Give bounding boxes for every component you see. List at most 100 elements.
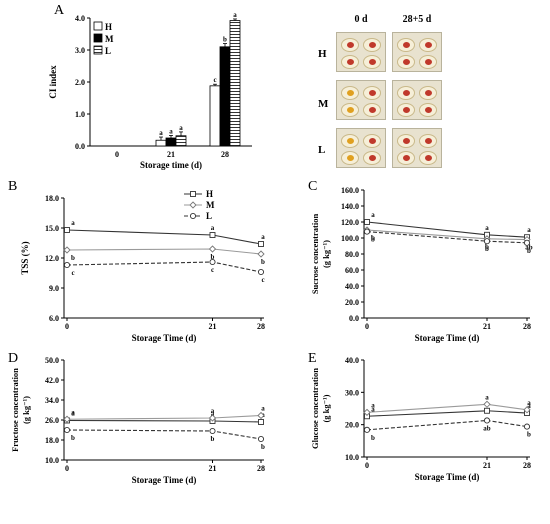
fruit-half xyxy=(419,55,437,69)
chart-b-sig-letter: b xyxy=(211,253,215,261)
fruit-photo xyxy=(336,32,386,72)
chart-b-sig-letter: b xyxy=(261,258,265,266)
chart-a-legend-label: M xyxy=(105,34,114,44)
chart-b-x-tick-label: 0 xyxy=(65,322,69,331)
chart-d-sig-letter: b xyxy=(71,434,75,442)
fruit-pit xyxy=(347,107,354,113)
chart-a-bar-m xyxy=(219,46,231,147)
chart-e-x-tick-label: 28 xyxy=(523,461,531,470)
chart-e-line-l xyxy=(366,419,528,431)
chart-d-x-tick-label: 0 xyxy=(65,464,69,473)
fruit-photo xyxy=(336,128,386,168)
chart-b-marker-m xyxy=(257,250,265,258)
chart-c-sig-letter: b xyxy=(371,234,375,242)
fruit-half xyxy=(397,38,415,52)
chart-e-sig-letter: a xyxy=(485,393,489,401)
chart-b-sig-letter: a xyxy=(211,224,215,232)
chart-c-sig-letter: b xyxy=(527,247,531,255)
chart-e-y-label-unit: (g kg⁻¹) xyxy=(321,394,331,422)
fruit-pit xyxy=(403,90,410,96)
chart-d-line-l xyxy=(66,429,262,440)
chart-a-bar-h xyxy=(209,85,221,147)
panel-label-d: D xyxy=(8,351,18,366)
chart-c-y-tick-label: 120.0 xyxy=(341,218,359,227)
chart-c-sig-letter: b xyxy=(371,236,375,244)
chart-b-sig-letter: c xyxy=(261,276,264,284)
chart-d-y-label: Fructose concentration xyxy=(10,368,20,452)
fruit-pit xyxy=(425,155,432,161)
fruit-half xyxy=(341,55,359,69)
fruit-half xyxy=(341,86,359,100)
chart-a-x-label: Storage time (d) xyxy=(140,160,202,170)
fruit-pit xyxy=(347,42,354,48)
chart-e-marker-l xyxy=(363,426,371,433)
chart-e-y-tick-label: 30.0 xyxy=(345,388,359,397)
chart-c-y-tick-label: 80.0 xyxy=(345,250,359,259)
chart-d-y-label-unit: (g kg⁻¹) xyxy=(21,396,31,424)
fruit-half xyxy=(419,86,437,100)
chart-d-line-h xyxy=(66,419,262,423)
chart-b-y-tick-label: 9.0 xyxy=(49,284,59,293)
chart-a-legend-swatch-m xyxy=(93,33,103,43)
chart-b-line-l xyxy=(66,261,262,273)
chart-a-legend-swatch-h xyxy=(93,21,103,31)
chart-e-sig-letter: ab xyxy=(483,424,491,432)
chart-a-sig-letter: b xyxy=(223,36,227,44)
chart-d-marker-l xyxy=(257,435,265,443)
chart-c-x-label: Storage Time (d) xyxy=(415,333,480,343)
chart-d-marker-l xyxy=(63,426,71,434)
chart-c-marker-l xyxy=(483,238,491,245)
fruit-half xyxy=(363,134,381,148)
fruit-half xyxy=(397,103,415,117)
chart-c-x-tick-label: 28 xyxy=(523,322,531,331)
chart-b-marker-h xyxy=(258,241,264,247)
chart-e-sig-letter: a xyxy=(527,402,531,410)
photo-row-label-h: H xyxy=(318,48,327,60)
panel-label-a: A xyxy=(54,3,65,18)
chart-d-x-tick-label: 21 xyxy=(209,464,217,473)
chart-e-marker-l xyxy=(483,417,491,424)
chart-b-x-tick-label: 21 xyxy=(209,322,217,331)
chart-e-y-tick-label: 40.0 xyxy=(345,356,359,365)
fruit-pit xyxy=(347,138,354,144)
fruit-photo xyxy=(392,80,442,120)
chart-a-y-tick-label: 0.0 xyxy=(75,142,85,151)
fruit-pit xyxy=(403,107,410,113)
chart-b-marker-l xyxy=(257,268,265,276)
fruit-half xyxy=(397,86,415,100)
chart-e-x-tick-label: 21 xyxy=(483,461,491,470)
chart-b-sig-letter: b xyxy=(71,254,75,262)
fruit-pit xyxy=(425,107,432,113)
fruit-pit xyxy=(403,155,410,161)
chart-a-bar-l xyxy=(175,135,187,147)
chart-e-y-tick-label: 10.0 xyxy=(345,453,359,462)
chart-b-x-label: Storage Time (d) xyxy=(132,333,197,343)
chart-a-y-tick-label: 3.0 xyxy=(75,46,85,55)
fruit-half xyxy=(341,103,359,117)
fruit-pit xyxy=(425,59,432,65)
chart-a-y-tick-label: 4.0 xyxy=(75,14,85,23)
fruit-pit xyxy=(347,155,354,161)
photo-row-label-l: L xyxy=(318,144,326,156)
chart-c-marker-l xyxy=(363,228,371,235)
chart-b-marker-h xyxy=(64,227,70,233)
chart-c-sig-letter: a xyxy=(527,226,531,234)
chart-e-marker-l xyxy=(523,423,531,430)
chart-a-x-tick-label: 21 xyxy=(167,150,175,159)
chart-d-sig-letter: b xyxy=(211,435,215,443)
fruit-half xyxy=(363,55,381,69)
chart-d-sig-letter: a xyxy=(71,408,75,416)
chart-b-y-tick-label: 6.0 xyxy=(49,314,59,323)
chart-d-marker-m xyxy=(257,411,265,420)
fruit-half xyxy=(363,151,381,165)
chart-b-marker-l xyxy=(209,258,216,266)
fruit-half xyxy=(363,86,381,100)
fruit-half xyxy=(363,103,381,117)
chart-d-line-m xyxy=(66,414,262,420)
fruit-pit xyxy=(425,90,432,96)
chart-e-sig-letter: a xyxy=(527,399,531,407)
chart-b-marker-l xyxy=(63,261,71,269)
fruit-half xyxy=(419,103,437,117)
chart-e-x-label: Storage Time (d) xyxy=(415,472,480,482)
panel-label-b: B xyxy=(8,179,17,194)
